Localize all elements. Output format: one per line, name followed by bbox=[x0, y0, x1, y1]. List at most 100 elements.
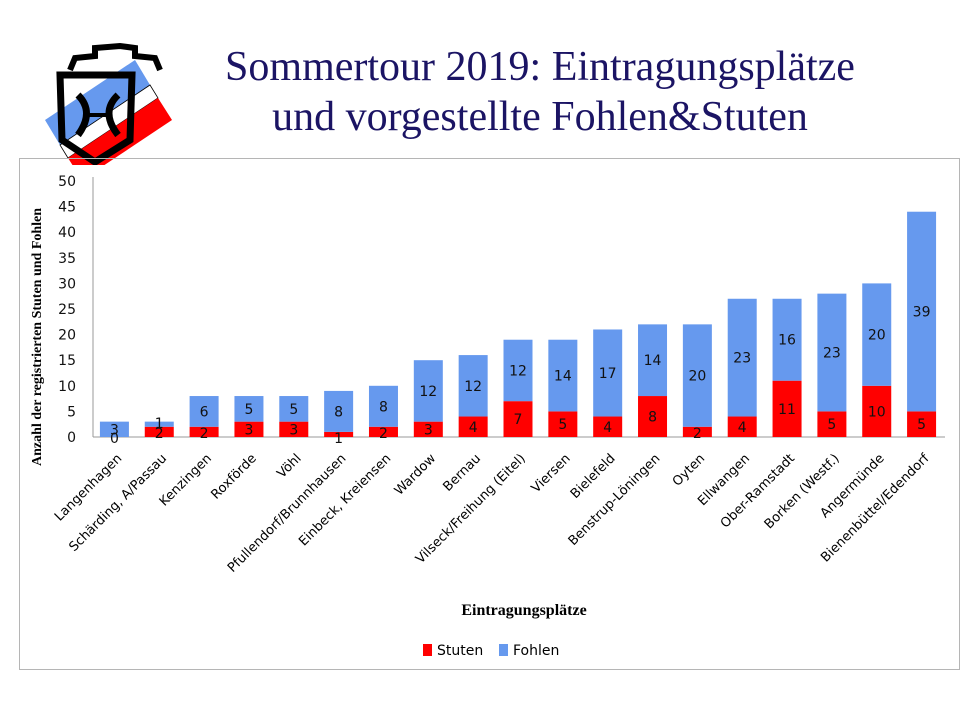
data-label-fohlen: 14 bbox=[644, 353, 662, 369]
data-label-fohlen: 23 bbox=[823, 346, 841, 362]
bar-stuten bbox=[772, 380, 802, 437]
bar-fohlen bbox=[862, 283, 892, 386]
data-label-stuten: 3 bbox=[244, 422, 253, 438]
data-label-fohlen: 5 bbox=[289, 402, 298, 418]
bar-stuten bbox=[817, 411, 847, 437]
y-axis-title: Anzahl der registrierten Stuten und Fohl… bbox=[30, 208, 45, 466]
data-label-fohlen: 20 bbox=[688, 369, 706, 385]
data-label-stuten: 7 bbox=[514, 412, 523, 428]
bar-fohlen bbox=[907, 211, 937, 412]
bar-fohlen bbox=[458, 355, 488, 417]
data-label-fohlen: 1 bbox=[155, 416, 164, 432]
data-label-fohlen: 3 bbox=[110, 422, 119, 438]
bar-fohlen bbox=[368, 385, 398, 427]
bar-fohlen bbox=[503, 339, 533, 402]
data-label-fohlen: 8 bbox=[334, 404, 343, 420]
y-tick-label: 10 bbox=[58, 379, 76, 395]
legend-swatch-fohlen bbox=[499, 644, 508, 656]
data-label-stuten: 11 bbox=[778, 402, 796, 418]
bar-stuten bbox=[548, 411, 578, 437]
bar-stuten bbox=[593, 416, 623, 437]
bar-stuten bbox=[458, 416, 488, 437]
bar-fohlen bbox=[772, 298, 802, 381]
y-tick-label: 50 bbox=[58, 174, 76, 190]
x-tick-label: Viersen bbox=[529, 451, 574, 496]
y-tick-label: 15 bbox=[58, 353, 76, 369]
data-label-stuten: 1 bbox=[334, 431, 343, 447]
bar-stuten bbox=[234, 421, 264, 437]
data-label-fohlen: 12 bbox=[419, 384, 437, 400]
x-tick-label: Vöhl bbox=[274, 451, 304, 481]
bar-fohlen bbox=[817, 293, 847, 412]
y-tick-label: 25 bbox=[58, 302, 76, 318]
y-tick-label: 20 bbox=[58, 328, 76, 344]
x-axis-title: Eintragungsplätze bbox=[461, 602, 586, 619]
data-label-stuten: 0 bbox=[110, 431, 119, 447]
bar-fohlen bbox=[99, 421, 129, 437]
bar-stuten bbox=[727, 416, 757, 437]
data-label-fohlen: 12 bbox=[464, 379, 482, 395]
legend-label-fohlen: Fohlen bbox=[513, 643, 559, 659]
shield-logo-icon bbox=[45, 42, 172, 165]
data-label-fohlen: 23 bbox=[733, 351, 751, 367]
x-tick-label: Oyten bbox=[670, 451, 708, 489]
x-tick-label: Benstrup-Löningen bbox=[566, 451, 664, 549]
data-label-stuten: 2 bbox=[200, 426, 209, 442]
data-label-stuten: 4 bbox=[469, 420, 478, 436]
data-label-stuten: 2 bbox=[379, 426, 388, 442]
bar-fohlen bbox=[638, 324, 668, 397]
legend-swatch-stuten bbox=[423, 644, 432, 656]
bar-stuten bbox=[144, 426, 174, 437]
y-tick-label: 40 bbox=[58, 225, 76, 241]
bar-stuten bbox=[279, 421, 309, 437]
data-label-stuten: 4 bbox=[603, 420, 612, 436]
bar-stuten bbox=[682, 426, 712, 437]
data-label-fohlen: 8 bbox=[379, 399, 388, 415]
bar-stuten bbox=[413, 421, 443, 437]
y-tick-label: 0 bbox=[67, 430, 76, 446]
data-label-stuten: 10 bbox=[868, 404, 886, 420]
data-label-fohlen: 5 bbox=[244, 402, 253, 418]
y-tick-label: 45 bbox=[58, 200, 76, 216]
legend-label-stuten: Stuten bbox=[437, 643, 483, 659]
data-label-stuten: 2 bbox=[693, 426, 702, 442]
bar-fohlen bbox=[144, 421, 174, 427]
bar-fohlen bbox=[413, 360, 443, 422]
bar-fohlen bbox=[727, 298, 757, 417]
data-label-fohlen: 39 bbox=[913, 305, 931, 321]
slide-title: Sommertour 2019: Eintragungsplätze und v… bbox=[170, 42, 910, 142]
bar-fohlen bbox=[279, 396, 309, 422]
legend: Stuten Fohlen bbox=[423, 643, 559, 659]
bar-stuten bbox=[503, 401, 533, 437]
x-tick-label: Wardow bbox=[392, 451, 440, 499]
y-tick-label: 30 bbox=[58, 276, 76, 292]
bar-fohlen bbox=[682, 324, 712, 427]
bar-stuten bbox=[368, 426, 398, 437]
slide-title-line1: Sommertour 2019: Eintragungsplätze bbox=[225, 44, 855, 90]
data-label-stuten: 5 bbox=[917, 417, 926, 433]
bar-stuten bbox=[324, 431, 354, 437]
bar-fohlen bbox=[324, 390, 354, 432]
data-label-stuten: 5 bbox=[827, 417, 836, 433]
data-label-fohlen: 20 bbox=[868, 328, 886, 344]
data-labels: 03 21263535182831241271251441781422042311… bbox=[110, 305, 931, 447]
data-label-fohlen: 14 bbox=[554, 369, 572, 385]
data-label-fohlen: 12 bbox=[509, 363, 527, 379]
slide-title-line2: und vorgestellte Fohlen&Stuten bbox=[272, 94, 808, 140]
y-tick-label: 5 bbox=[67, 404, 76, 420]
y-tick-label: 35 bbox=[58, 251, 76, 267]
bar-fohlen bbox=[189, 396, 219, 427]
data-label-fohlen: 17 bbox=[599, 366, 617, 382]
bar-stuten bbox=[189, 426, 219, 437]
bar-fohlen bbox=[548, 339, 578, 412]
data-label-stuten: 8 bbox=[648, 410, 657, 426]
bar-stuten bbox=[862, 385, 892, 437]
data-label-stuten: 3 bbox=[289, 422, 298, 438]
bar-stuten bbox=[907, 411, 937, 437]
bar-fohlen bbox=[593, 329, 623, 417]
data-label-stuten: 3 bbox=[424, 422, 433, 438]
x-tick-label: Roxförde bbox=[208, 451, 259, 502]
bar-fohlen bbox=[234, 396, 264, 422]
